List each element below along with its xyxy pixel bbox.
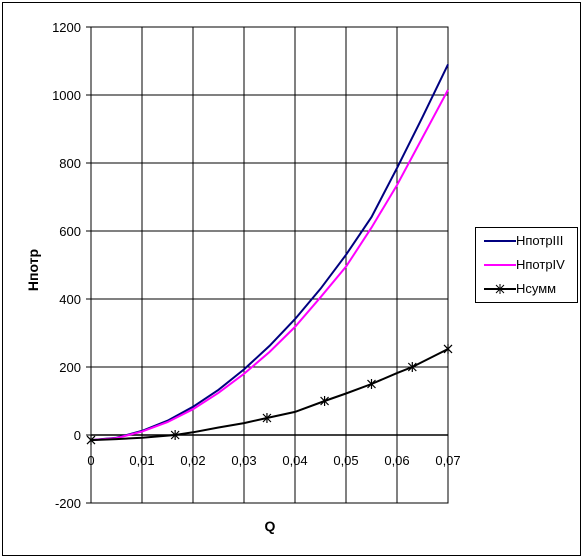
legend-item-hpotr3: HпотрIII bbox=[476, 230, 577, 252]
y-tick-label: 1000 bbox=[52, 88, 81, 103]
y-tick-label: -200 bbox=[55, 496, 81, 511]
x-tick-label: 0,05 bbox=[333, 453, 358, 468]
y-tick-label: 400 bbox=[59, 292, 81, 307]
legend-swatch-hpotr4 bbox=[484, 264, 516, 266]
legend-item-hpotr4: HпотрIV bbox=[476, 254, 577, 276]
x-tick-label: 0,07 bbox=[435, 453, 460, 468]
y-axis-title: Hпотр bbox=[25, 248, 41, 292]
x-tick-label: 0 bbox=[87, 453, 94, 468]
series-line-3 bbox=[90, 348, 449, 442]
y-tick-label: 0 bbox=[74, 428, 81, 443]
data-point-marker bbox=[443, 343, 453, 354]
y-tick-label: 200 bbox=[59, 360, 81, 375]
series-layer bbox=[86, 63, 453, 446]
series-line-1 bbox=[90, 63, 449, 442]
legend: HпотрIII HпотрIV Hсумм bbox=[475, 227, 578, 303]
data-point-marker bbox=[86, 435, 96, 446]
y-tick-label: 600 bbox=[59, 224, 81, 239]
legend-label-hsumm: Hсумм bbox=[516, 281, 557, 296]
series-line-2 bbox=[90, 89, 449, 442]
data-point-marker bbox=[170, 430, 180, 440]
legend-label-hpotr4: HпотрIV bbox=[516, 257, 565, 272]
x-tick-label: 0,01 bbox=[129, 453, 154, 468]
data-point-marker bbox=[367, 379, 376, 389]
legend-item-hsumm: Hсумм bbox=[476, 278, 577, 300]
y-tick-label: 800 bbox=[59, 156, 81, 171]
tick-label-layer: 0 0,01 0,02 0,03 0,04 0,05 0,06 0,07 1200 1000 800… bbox=[52, 20, 461, 511]
legend-swatch-hpotr3 bbox=[484, 240, 516, 242]
data-point-marker bbox=[262, 413, 272, 423]
legend-swatch-hsumm bbox=[484, 284, 516, 294]
x-axis-title: Q bbox=[264, 518, 276, 534]
data-point-marker bbox=[407, 362, 417, 372]
x-tick-label: 0,04 bbox=[282, 453, 307, 468]
data-point-marker bbox=[320, 396, 330, 406]
x-tick-label: 0,03 bbox=[231, 453, 256, 468]
y-tick-label: 1200 bbox=[52, 20, 81, 35]
legend-label-hpotr3: HпотрIII bbox=[516, 233, 564, 248]
x-tick-label: 0,02 bbox=[180, 453, 205, 468]
x-tick-label: 0,06 bbox=[384, 453, 409, 468]
